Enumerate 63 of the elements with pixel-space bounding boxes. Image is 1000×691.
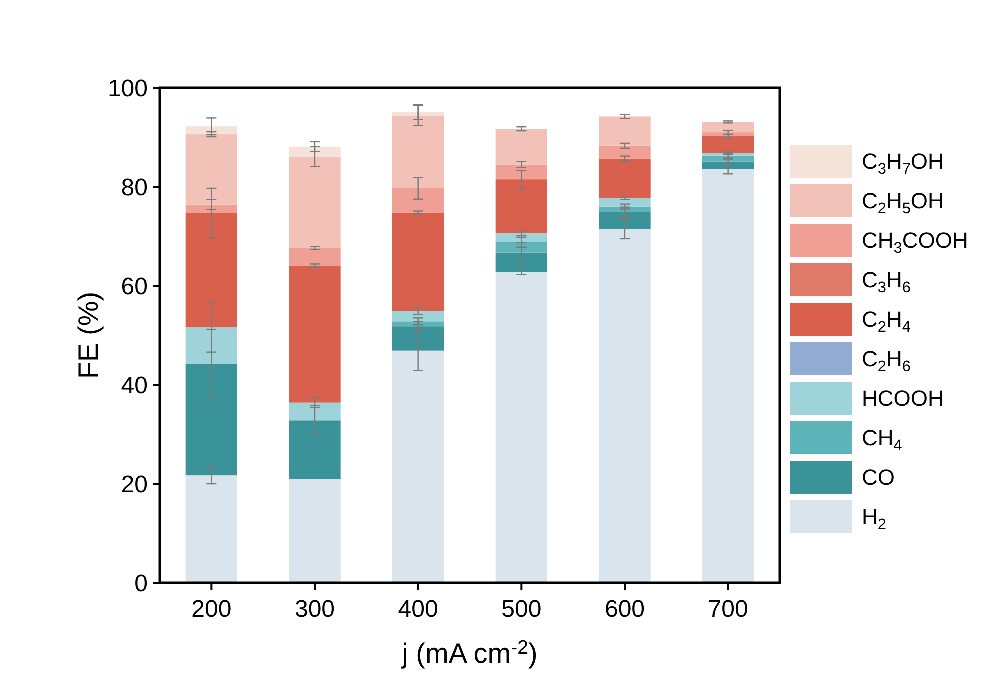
bar <box>289 402 341 421</box>
bar <box>186 476 238 583</box>
y-tick-label: 40 <box>121 372 148 400</box>
legend-label: CH$_{4}$ <box>862 426 903 454</box>
bar <box>392 212 444 312</box>
x-tick-label: 200 <box>192 596 232 623</box>
bar <box>289 479 341 583</box>
bar <box>186 134 238 205</box>
x-tick-label: 400 <box>398 596 438 623</box>
bar <box>496 234 548 242</box>
bar <box>496 180 548 234</box>
bar <box>702 122 754 133</box>
bar <box>289 146 341 157</box>
y-axis-title: FE (%) <box>73 292 104 380</box>
bar <box>289 266 341 403</box>
bar <box>702 136 754 154</box>
x-tick-label: 300 <box>294 596 336 623</box>
bar <box>599 198 651 207</box>
bar <box>289 420 341 480</box>
bar <box>186 328 238 364</box>
y-tick-label: 20 <box>121 471 148 498</box>
bar <box>599 116 651 146</box>
legend-label: CO <box>862 465 895 490</box>
legend-label: CH$_{3}$COOH <box>862 228 968 256</box>
legend-label: HCOOH <box>862 386 944 411</box>
bar <box>496 129 548 165</box>
bar <box>599 229 651 583</box>
bar <box>496 164 548 180</box>
bar <box>186 213 238 328</box>
bar <box>186 364 238 476</box>
bar <box>599 212 651 230</box>
bar <box>392 188 444 213</box>
legend-label: H$_{2}$ <box>862 504 886 533</box>
bar <box>392 116 444 188</box>
y-tick-label: 60 <box>121 273 148 300</box>
y-tick-label: 0 <box>134 570 148 598</box>
bar <box>392 326 444 351</box>
x-tick-label: 700 <box>708 596 748 623</box>
legend-label: C$_{2}$H$_{6}$ <box>862 346 911 375</box>
legend-label: C$_{3}$H$_{6}$ <box>862 268 911 296</box>
bar <box>392 322 444 327</box>
bar <box>186 126 238 135</box>
x-tick-label: 600 <box>604 596 646 623</box>
bar <box>599 158 651 198</box>
bar <box>392 350 444 583</box>
x-axis-title: j (mA cm$^{-2}$) <box>401 637 538 669</box>
bar <box>289 156 341 248</box>
bar <box>496 242 548 253</box>
bar <box>392 311 444 322</box>
bar <box>186 204 238 214</box>
legend-label: C$_{2}$H$_{5}$OH <box>862 188 944 217</box>
bar <box>496 272 548 583</box>
legend-label: C$_{3}$H$_{7}$OH <box>862 149 944 178</box>
bar <box>702 132 754 137</box>
bar <box>599 146 651 159</box>
y-tick-label: 80 <box>121 174 148 202</box>
bar <box>702 162 754 170</box>
bar <box>289 248 341 266</box>
x-tick-label: 500 <box>502 596 542 623</box>
legend-label: C$_{2}$H$_{4}$ <box>862 307 912 336</box>
y-tick-label: 100 <box>108 75 148 102</box>
bar <box>702 169 754 583</box>
bar <box>496 252 548 272</box>
